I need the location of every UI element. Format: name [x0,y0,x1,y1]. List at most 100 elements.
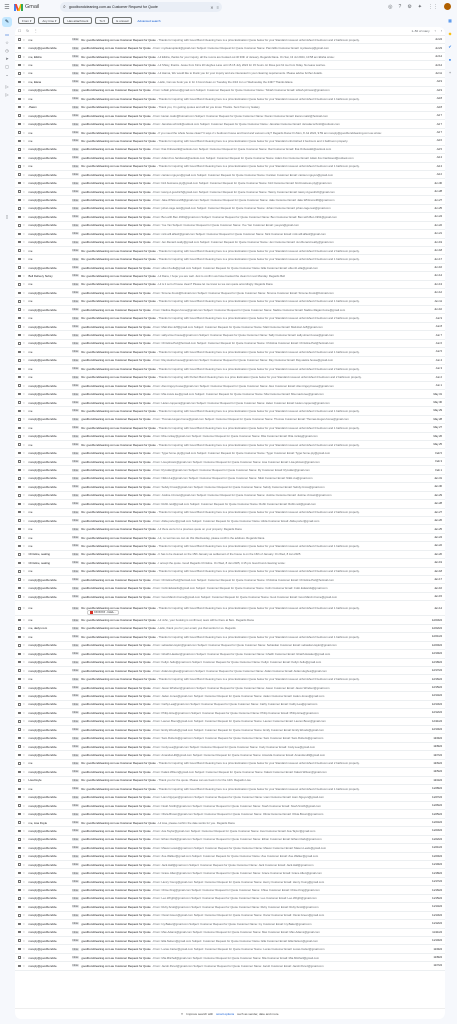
star-icon[interactable]: ☆ [22,231,26,236]
menu-icon[interactable]: ☰ [4,4,10,11]
star-icon[interactable]: ☆ [22,417,26,422]
star-icon[interactable]: ☆ [22,535,26,540]
row-checkbox[interactable] [18,367,21,371]
row-checkbox[interactable] [18,401,21,404]
table-row[interactable]: ☆ noreply@goodbondcle. Inbox goodbondcleani… [15,802,445,811]
chip-to[interactable]: To ▾ [95,17,109,24]
star-icon[interactable]: ☆ [22,273,26,278]
table-row[interactable]: ☆ me Inbox Re: goodbondcleaning.com.au Cust… [15,616,445,625]
star-icon[interactable]: ☆ [22,189,26,194]
star-icon[interactable]: ☆ [22,719,26,724]
star-icon[interactable]: ☆ [22,527,26,532]
row-checkbox[interactable] [18,418,21,421]
more-icon[interactable]: ⋮ [34,29,38,33]
row-checkbox[interactable] [18,443,21,446]
row-checkbox[interactable] [18,728,21,731]
table-row[interactable]: ☆ me Inbox Re: goodbondcleaning.com.au Cust… [15,525,445,534]
table-row[interactable]: ☆ me Inbox Re: goodbondcleaning.com.au Cust… [15,441,445,450]
row-checkbox[interactable] [18,384,21,387]
table-row[interactable]: ☆ me Inbox Re: goodbondcleaning.com.au Cust… [15,95,445,104]
table-row[interactable]: ☆ noreply@goodbondcle. Inbox goodbondcleani… [15,500,445,509]
star-icon[interactable]: ☆ [22,693,26,698]
status-icon[interactable]: ◎ [388,3,393,10]
table-row[interactable]: ☆ noreply@goodbondcle. Inbox goodbondcleani… [15,718,445,726]
row-checkbox[interactable] [18,770,21,774]
chevron-down-icon[interactable]: ⌄ [5,72,9,77]
row-checkbox[interactable] [18,435,21,438]
table-row[interactable]: ☆ me Inbox Re: goodbondcleaning.com.au Cust… [15,36,445,45]
table-row[interactable]: ☆ me Inbox Re: goodbondcleaning.com.au Cust… [15,365,445,374]
row-checkbox[interactable] [18,266,21,269]
table-row[interactable]: ☆ noreply@goodbondcle. Inbox goodbondcleani… [15,593,445,602]
row-checkbox[interactable] [18,165,21,168]
table-row[interactable]: ☆ me Inbox Re: goodbondcleaning.com.au Cust… [15,298,445,306]
row-checkbox[interactable] [18,359,21,362]
table-row[interactable]: ☆ noreply@goodbondcle. Inbox goodbondcleani… [15,836,445,845]
chevron-left-icon[interactable]: ‹ [434,29,436,33]
row-checkbox[interactable] [18,131,21,134]
row-checkbox[interactable] [18,89,21,92]
table-row[interactable]: ☆ noreply@goodbondcle. Inbox goodbondcleani… [15,903,445,912]
row-checkbox[interactable] [18,607,21,610]
table-row[interactable]: ☆ noreply@goodbondcle. Inbox goodbondcleani… [15,734,445,743]
row-checkbox[interactable] [18,703,21,706]
table-row[interactable]: ☆ noreply@goodbondcle. Inbox goodbondcleani… [15,886,445,895]
star-icon[interactable]: ☆ [22,46,26,51]
row-checkbox[interactable] [18,63,21,67]
star-icon[interactable]: ☆ [22,668,26,673]
row-checkbox[interactable] [18,477,21,480]
star-icon[interactable]: ☆ [22,214,26,219]
star-icon[interactable]: ☆ [22,812,26,817]
chip-from[interactable]: From ▾ [18,17,36,24]
row-checkbox[interactable] [18,947,21,951]
table-row[interactable]: ☆ me Inbox Re: goodbondcleaning.com.au Cust… [15,70,445,79]
row-checkbox[interactable] [18,308,21,311]
star-icon[interactable]: ☆ [22,888,26,893]
row-checkbox[interactable] [18,494,21,497]
star-icon[interactable]: ☆ [22,618,26,623]
draft-icon[interactable]: ▢ [5,64,9,69]
table-row[interactable]: ☆ noreply@goodbondcle. Inbox goodbondcleani… [15,945,445,954]
star-icon[interactable]: ☆ [22,921,26,926]
apps-icon[interactable]: ⋮⋮ [428,3,438,10]
calendar-icon[interactable]: ▦ [448,18,452,23]
star-icon[interactable]: ☆ [22,282,26,287]
star-icon[interactable]: ☆ [22,442,26,447]
chevron-right-icon[interactable]: › [440,29,442,33]
table-row[interactable]: ☆ noreply@goodbondcle. Inbox goodbondcleani… [15,794,445,802]
table-row[interactable]: ☆ noreply@goodbondcle. Inbox goodbondcleani… [15,861,445,870]
table-row[interactable]: ☆ noreply@goodbondcle. Inbox goodbondcleani… [15,584,445,593]
star-icon[interactable]: ☆ [22,54,26,59]
star-icon[interactable]: ☆ [22,552,26,557]
table-row[interactable]: ☆ Jhasm Inbox Re: goodbondcleaning.com.au C… [15,104,445,112]
row-checkbox[interactable] [18,694,21,698]
table-row[interactable]: ☆ noreply@goodbondcle. Inbox goodbondcleani… [15,230,445,239]
row-checkbox[interactable] [18,711,21,715]
star-icon[interactable]: ☆ [22,164,26,169]
star-icon[interactable]: ☆ [22,577,26,582]
row-checkbox[interactable] [18,114,21,117]
star-icon[interactable]: ☆ [22,198,26,203]
star-icon[interactable]: ☆ [22,493,26,498]
star-icon[interactable]: ☆ [22,778,26,783]
row-checkbox[interactable] [18,956,21,959]
table-row[interactable]: ☆ noreply@goodbondcle. Inbox goodbondcleani… [15,120,445,129]
table-row[interactable]: ☆ noreply@goodbondcle. Inbox goodbondcleani… [15,154,445,163]
star-icon[interactable]: ☆ [22,896,26,901]
table-row[interactable]: ☆ me Inbox Re: goodbondcleaning.com.au Cust… [15,407,445,416]
star-icon[interactable]: ☆ [22,155,26,160]
inbox-icon[interactable]: ▭ [5,32,9,37]
star-icon[interactable]: ☆ [22,569,26,574]
star-icon[interactable]: ☆ [22,290,26,295]
row-checkbox[interactable] [18,38,21,41]
star-icon[interactable]: ☆ [22,307,26,312]
row-checkbox[interactable] [18,888,21,892]
star-icon[interactable]: ☆ [22,366,26,371]
star-icon[interactable]: ☆ [22,543,26,548]
table-row[interactable]: ☆ noreply@goodbondcle. Inbox goodbondcleani… [15,382,445,391]
table-row[interactable]: ☆ me Inbox Re: goodbondcleaning.com.au Cust… [15,785,445,794]
row-checkbox[interactable] [18,553,21,556]
row-checkbox[interactable] [18,536,21,539]
table-row[interactable]: ☆ noreply@goodbondcle. Inbox goodbondcleani… [15,222,445,231]
table-row[interactable]: ☆ me Inbox Re: goodbondcleaning.com.au Cust… [15,374,445,382]
